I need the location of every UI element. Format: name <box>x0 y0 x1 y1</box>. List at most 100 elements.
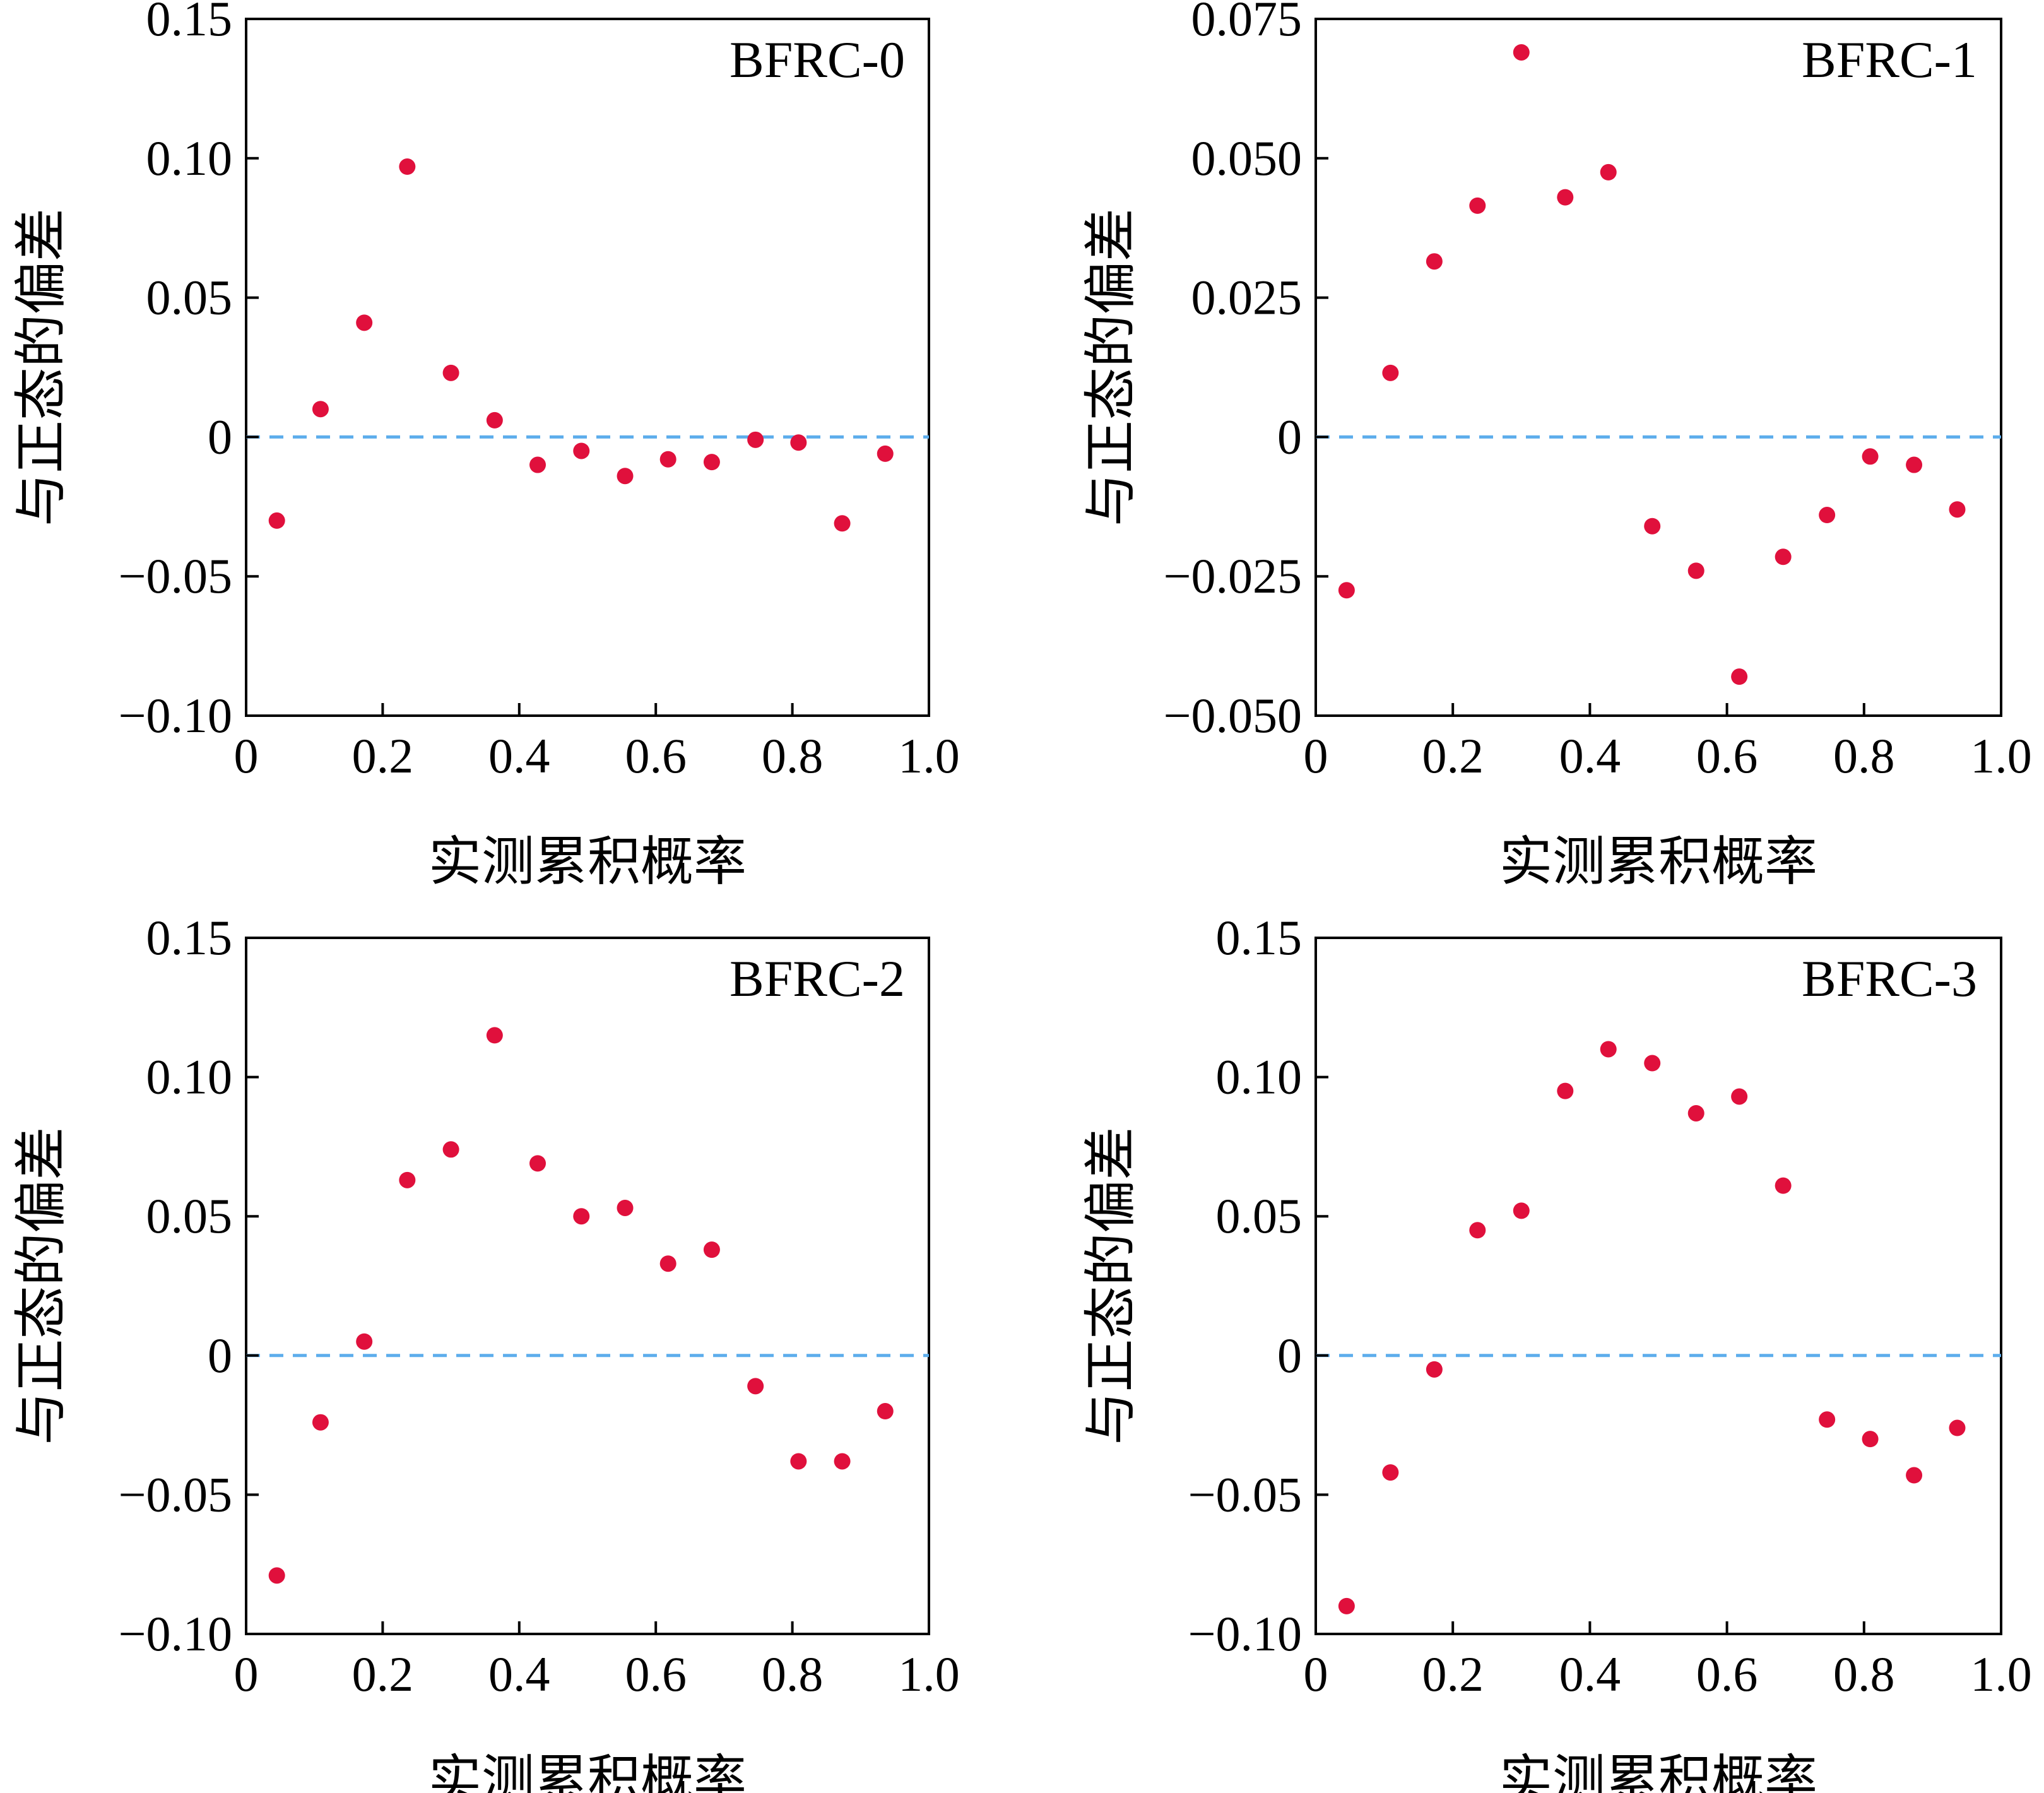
chart-0-data-point <box>268 512 285 529</box>
chart-2-data-point <box>790 1453 807 1470</box>
chart-2-plot-frame <box>245 937 930 1635</box>
chart-3-x-tick-label: 0.6 <box>1696 1647 1758 1701</box>
chart-1-data-point <box>1862 448 1879 465</box>
chart-0-plot-frame <box>245 18 930 717</box>
chart-0-data-point <box>573 442 590 459</box>
chart-3-data-point <box>1949 1419 1966 1436</box>
chart-1-plot-frame <box>1314 18 2002 717</box>
chart-0-x-tick-label: 1.0 <box>898 728 960 783</box>
chart-1-x-tick-label: 1.0 <box>1970 728 2032 783</box>
chart-3-data-point <box>1382 1464 1399 1481</box>
chart-3-data-point <box>1731 1088 1748 1105</box>
chart-0-panel-title: BFRC-0 <box>730 31 905 88</box>
chart-panel-bfrc-2: 0 0.2 0.4 0.6 0.8 1.0 −0.10 −0.05 0 0.05 0.10 0.15 B… <box>10 910 960 1793</box>
chart-1-y-tick-label: 0.050 <box>1191 131 1303 186</box>
chart-3-data-point <box>1906 1467 1923 1484</box>
chart-0-data-point <box>877 445 894 462</box>
chart-2-y-tick-label: 0.05 <box>146 1188 233 1243</box>
chart-2-y-tick-label: 0.15 <box>146 910 233 965</box>
chart-0-y-tick-label: 0 <box>208 409 232 464</box>
chart-3-x-tick-label: 0.4 <box>1559 1647 1621 1701</box>
chart-1-x-tick-label: 0.6 <box>1696 728 1758 783</box>
chart-3-data-point <box>1338 1597 1355 1614</box>
chart-1-data-point <box>1775 548 1792 565</box>
chart-panel-bfrc-0: 0 0.2 0.4 0.6 0.8 1.0 −0.10 −0.05 0 0.05 0.10 0.15 B… <box>10 0 960 892</box>
chart-3-y-tick-label: 0.10 <box>1216 1050 1303 1104</box>
chart-1-data-point <box>1731 668 1748 685</box>
chart-3-y-tick-label: −0.05 <box>1188 1467 1303 1522</box>
chart-3-data-point <box>1557 1082 1574 1099</box>
chart-2-x-tick-label: 0 <box>234 1647 259 1701</box>
chart-2-data-point <box>486 1027 503 1044</box>
chart-1-y-tick-label: 0.025 <box>1191 270 1303 325</box>
chart-2-panel-title: BFRC-2 <box>730 950 905 1007</box>
chart-0-data-point <box>486 411 503 429</box>
chart-0-data-point <box>659 451 676 468</box>
chart-3-x-tick-label: 0.8 <box>1833 1647 1895 1701</box>
chart-2-x-tick-label: 0.4 <box>488 1647 550 1701</box>
chart-1-y-tick-label: 0 <box>1277 409 1302 464</box>
chart-3-y-tick-label: 0 <box>1277 1328 1302 1383</box>
chart-3-plot-frame <box>1314 937 2002 1635</box>
chart-0-x-tick-label: 0 <box>234 728 259 783</box>
chart-2-data-point <box>356 1333 373 1350</box>
chart-0-y-tick-label: 0.15 <box>146 0 233 46</box>
chart-3-data-point <box>1819 1411 1836 1428</box>
chart-2-y-tick-label: 0.10 <box>146 1050 233 1104</box>
chart-3-y-tick-label: −0.10 <box>1188 1606 1303 1661</box>
chart-1-y-tick-label: −0.050 <box>1164 688 1303 743</box>
chart-3-data-point <box>1862 1431 1879 1448</box>
chart-0-data-point <box>703 454 720 471</box>
chart-1-data-point <box>1644 518 1661 535</box>
chart-1-x-axis-label: 实测累积概率 <box>1499 831 1817 892</box>
chart-panel-bfrc-3: 0 0.2 0.4 0.6 0.8 1.0 −0.10 −0.05 0 0.05 0.10 0.15 B… <box>1080 910 2032 1793</box>
chart-0-y-axis-label: 与正态的偏差 <box>10 208 72 526</box>
chart-2-data-point <box>399 1171 416 1188</box>
chart-2-y-tick-label: 0 <box>208 1328 232 1383</box>
chart-3-data-point <box>1513 1202 1530 1219</box>
chart-3-data-point <box>1644 1055 1661 1072</box>
chart-0-y-tick-label: −0.05 <box>119 548 233 603</box>
chart-1-data-point <box>1687 562 1704 579</box>
chart-3-data-point <box>1426 1361 1443 1378</box>
chart-0-x-tick-label: 0.2 <box>352 728 414 783</box>
chart-0-data-point <box>356 314 373 331</box>
chart-2-data-point <box>659 1255 676 1272</box>
chart-3-x-axis-label: 实测累积概率 <box>1499 1749 1817 1793</box>
chart-0-y-tick-label: 0.05 <box>146 270 233 325</box>
chart-3-y-tick-label: 0.05 <box>1216 1188 1303 1243</box>
chart-3-data-point <box>1687 1104 1704 1121</box>
chart-1-data-point <box>1426 253 1443 270</box>
chart-2-y-axis-label: 与正态的偏差 <box>10 1127 72 1445</box>
chart-2-data-point <box>442 1141 459 1158</box>
chart-0-y-tick-label: 0.10 <box>146 131 233 186</box>
chart-panel-bfrc-1: 0 0.2 0.4 0.6 0.8 1.0 −0.050 −0.025 0 0.025 0.050 0… <box>1080 0 2032 892</box>
chart-2-data-point <box>312 1414 329 1431</box>
chart-0-y-tick-label: −0.10 <box>119 688 233 743</box>
chart-2-data-point <box>268 1567 285 1584</box>
chart-2-y-tick-label: −0.10 <box>119 1606 233 1661</box>
chart-0-data-point <box>617 468 634 485</box>
chart-3-y-axis-label: 与正态的偏差 <box>1080 1127 1142 1445</box>
chart-0-data-point <box>442 364 459 381</box>
chart-2-data-point <box>703 1241 720 1258</box>
chart-0-x-tick-label: 0.4 <box>488 728 550 783</box>
chart-0-data-point <box>312 401 329 418</box>
chart-0-data-point <box>790 434 807 451</box>
chart-2-x-tick-label: 0.6 <box>625 1647 687 1701</box>
chart-0-x-tick-label: 0.6 <box>625 728 687 783</box>
chart-2-data-point <box>617 1199 634 1216</box>
chart-2-y-tick-label: −0.05 <box>119 1467 233 1522</box>
chart-2-data-point <box>877 1403 894 1420</box>
chart-0-x-tick-label: 0.8 <box>762 728 824 783</box>
chart-3-y-tick-label: 0.15 <box>1216 910 1303 965</box>
chart-1-data-point <box>1338 582 1355 599</box>
chart-2-x-axis-label: 实测累积概率 <box>428 1749 747 1793</box>
chart-3-x-tick-label: 0.2 <box>1422 1647 1484 1701</box>
chart-1-y-axis-label: 与正态的偏差 <box>1080 208 1142 526</box>
chart-2-data-point <box>529 1155 546 1172</box>
chart-1-data-point <box>1600 163 1617 180</box>
chart-1-y-tick-label: 0.075 <box>1191 0 1303 46</box>
chart-1-data-point <box>1557 189 1574 206</box>
